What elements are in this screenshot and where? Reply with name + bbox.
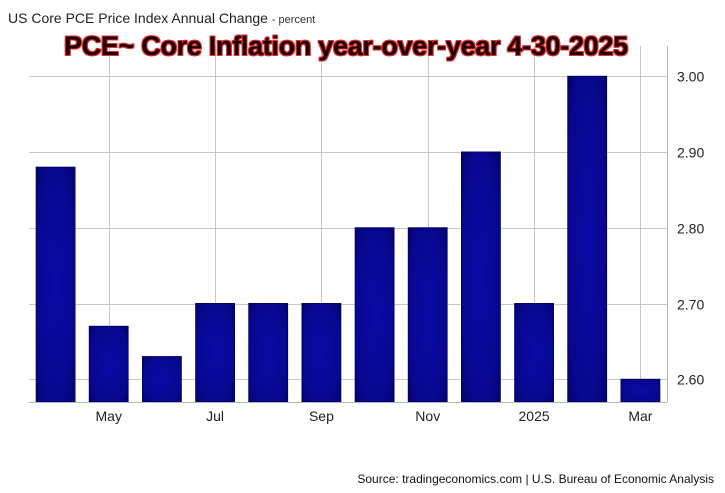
bar-jun (142, 356, 182, 403)
bar-mar (620, 378, 661, 403)
x-tick-label: Nov (415, 408, 440, 424)
headline-overlay: PCE~ Core Inflation year-over-year 4-30-… (64, 31, 628, 61)
x-tick-label: Jul (206, 408, 224, 424)
chart-title-text: US Core PCE Price Index Annual Change (8, 10, 268, 26)
y-tick-label: 2.90 (677, 145, 704, 161)
bar-may (88, 325, 129, 403)
x-tick-label: Sep (309, 408, 334, 424)
axes: 3.00 2.90 2.80 2.70 2.60 May Jul Sep Nov 2025 Mar (29, 46, 704, 424)
bar-feb (567, 75, 608, 403)
y-tick-label: 2.70 (677, 297, 704, 313)
bar-apr (35, 166, 76, 403)
source-attribution: Source: tradingeconomics.com | U.S. Bure… (357, 472, 714, 486)
bar-oct (354, 227, 395, 403)
chart-unit: - percent (271, 14, 316, 26)
x-tick-label: 2025 (519, 408, 550, 424)
chart-title: US Core PCE Price Index Annual Change - … (8, 10, 315, 26)
bar-aug (248, 303, 289, 403)
y-tick-label: 2.80 (677, 221, 704, 237)
y-tick-label: 2.60 (677, 372, 704, 388)
bar-dec (461, 151, 501, 403)
bar-nov (407, 227, 448, 403)
bar-2025 (514, 303, 555, 403)
y-tick-label: 3.00 (677, 69, 704, 85)
bar-sep (301, 303, 342, 403)
bar-jul (195, 303, 235, 403)
bars (35, 75, 661, 403)
x-tick-label: Mar (628, 408, 652, 424)
x-tick-label: May (96, 408, 122, 424)
